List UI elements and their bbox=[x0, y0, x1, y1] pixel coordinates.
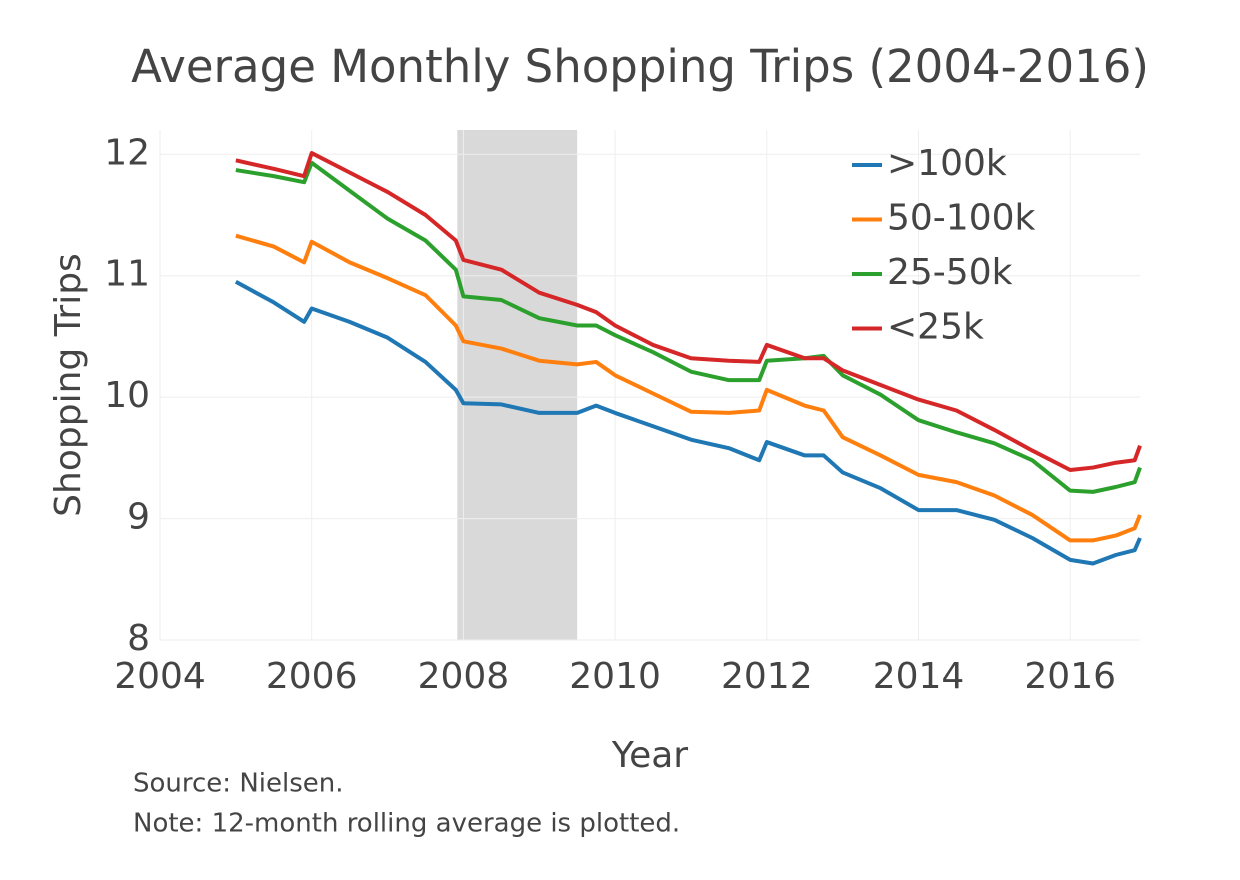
y-tick-label: 12 bbox=[104, 132, 150, 173]
x-tick-label: 2012 bbox=[721, 656, 813, 697]
method-note: Note: 12-month rolling average is plotte… bbox=[133, 809, 680, 839]
legend-label: 25-50k bbox=[887, 252, 1013, 293]
data-line bbox=[234, 280, 1142, 566]
x-tick-label: 2010 bbox=[569, 656, 661, 697]
y-tick-label: 10 bbox=[104, 375, 150, 416]
chart-title: Average Monthly Shopping Trips (2004-201… bbox=[131, 40, 1149, 93]
data-line bbox=[235, 151, 1142, 472]
x-axis-label: Year bbox=[611, 735, 688, 776]
data-line bbox=[235, 233, 1142, 543]
legend-label: <25k bbox=[887, 307, 984, 348]
x-tick-label: 2004 bbox=[114, 656, 206, 697]
x-tick-label: 2008 bbox=[418, 656, 510, 697]
shaded-region bbox=[457, 130, 578, 640]
data-line bbox=[235, 160, 1142, 494]
y-axis-label: Shopping Trips bbox=[48, 253, 89, 517]
source-note: Source: Nielsen. bbox=[133, 769, 344, 799]
legend-label: 50-100k bbox=[887, 198, 1036, 239]
y-tick-label: 8 bbox=[127, 618, 150, 659]
x-tick-label: 2006 bbox=[266, 656, 358, 697]
x-tick-label: 2016 bbox=[1024, 656, 1116, 697]
legend-label: >100k bbox=[887, 143, 1007, 184]
x-tick-label: 2014 bbox=[873, 656, 965, 697]
y-tick-label: 9 bbox=[127, 497, 150, 538]
y-tick-label: 11 bbox=[104, 254, 150, 295]
